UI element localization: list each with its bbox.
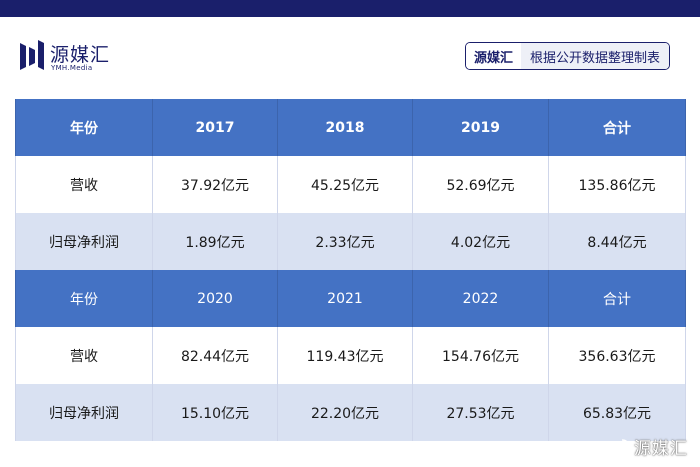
row-label: 营收 [15, 327, 153, 384]
table-cell: 8.44亿元 [548, 213, 686, 270]
table-cell: 22.20亿元 [277, 384, 413, 441]
header-cell: 2019 [412, 99, 549, 156]
header-cell: 2018 [277, 99, 413, 156]
header-cell: 2022 [412, 270, 549, 327]
top-banner-bar [0, 0, 700, 17]
table-cell: 37.92亿元 [152, 156, 278, 213]
table-row: 营收 82.44亿元 119.43亿元 154.76亿元 356.63亿元 [15, 327, 686, 384]
header-cell: 年份 [15, 270, 153, 327]
source-tag-text: 根据公开数据整理制表 [521, 43, 670, 69]
header-cell: 合计 [548, 99, 686, 156]
header-cell: 2017 [152, 99, 278, 156]
table-cell: 15.10亿元 [152, 384, 278, 441]
table-cell: 356.63亿元 [548, 327, 686, 384]
table-row: 营收 37.92亿元 45.25亿元 52.69亿元 135.86亿元 [15, 156, 686, 213]
header-cell: 2020 [152, 270, 278, 327]
table-cell: 119.43亿元 [277, 327, 413, 384]
table-header-row: 年份 2020 2021 2022 合计 [15, 270, 686, 327]
brand-logo: 源媒汇 YMH.Media [20, 38, 140, 78]
table-cell: 65.83亿元 [548, 384, 686, 441]
header-cell: 合计 [548, 270, 686, 327]
source-tag: 源媒汇 根据公开数据整理制表 [465, 42, 671, 70]
row-label: 归母净利润 [15, 213, 153, 270]
header-cell: 年份 [15, 99, 153, 156]
table-cell: 154.76亿元 [412, 327, 549, 384]
source-tag-brand: 源媒汇 [466, 43, 522, 69]
brand-name: 源媒汇 [50, 44, 111, 66]
weibo-icon [608, 438, 629, 456]
table-row: 归母净利润 1.89亿元 2.33亿元 4.02亿元 8.44亿元 [15, 213, 686, 270]
brand-subtitle: YMH.Media [51, 64, 93, 72]
table-cell: 2.33亿元 [277, 213, 413, 270]
table-cell: 45.25亿元 [277, 156, 413, 213]
table-header-row: 年份 2017 2018 2019 合计 [15, 99, 686, 156]
table-cell: 52.69亿元 [412, 156, 549, 213]
watermark: 源媒汇 [608, 434, 688, 459]
row-label: 归母净利润 [15, 384, 153, 441]
table-cell: 27.53亿元 [412, 384, 549, 441]
table-row: 归母净利润 15.10亿元 22.20亿元 27.53亿元 65.83亿元 [15, 384, 686, 441]
row-label: 营收 [15, 156, 153, 213]
table-cell: 135.86亿元 [548, 156, 686, 213]
watermark-text: 源媒汇 [634, 439, 688, 459]
table-cell: 4.02亿元 [412, 213, 549, 270]
financial-table: 年份 2017 2018 2019 合计 营收 37.92亿元 45.25亿元 … [15, 99, 686, 441]
header-cell: 2021 [277, 270, 413, 327]
table-cell: 82.44亿元 [152, 327, 278, 384]
brand-logo-icon [20, 40, 44, 70]
table-cell: 1.89亿元 [152, 213, 278, 270]
